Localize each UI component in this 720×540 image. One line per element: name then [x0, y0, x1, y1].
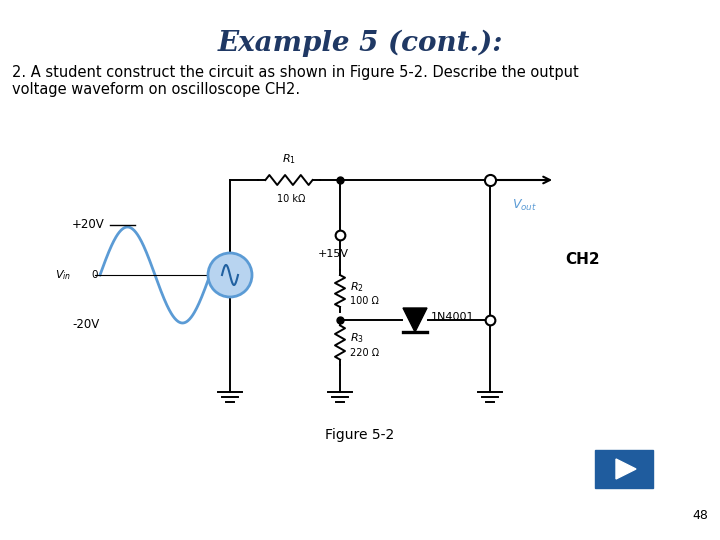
- Text: $V_{out}$: $V_{out}$: [513, 198, 538, 213]
- Text: 1N4001: 1N4001: [431, 312, 474, 322]
- Text: 100 Ω: 100 Ω: [350, 296, 379, 306]
- Polygon shape: [616, 459, 636, 479]
- Text: -20V: -20V: [72, 319, 99, 332]
- Polygon shape: [403, 308, 427, 332]
- Text: CH2: CH2: [565, 253, 600, 267]
- Text: $R_1$: $R_1$: [282, 152, 296, 166]
- Text: $R_2$: $R_2$: [350, 280, 364, 294]
- Text: $V_{in}$: $V_{in}$: [55, 268, 71, 282]
- Text: $R_3$: $R_3$: [350, 332, 364, 346]
- Text: Example 5 (cont.):: Example 5 (cont.):: [217, 30, 503, 57]
- Text: 0: 0: [91, 270, 98, 280]
- Circle shape: [208, 253, 252, 297]
- Text: +15V: +15V: [318, 249, 349, 259]
- Text: 10 kΩ: 10 kΩ: [276, 194, 305, 204]
- Text: +20V: +20V: [72, 219, 104, 232]
- Text: 220 Ω: 220 Ω: [350, 348, 379, 357]
- Text: voltage waveform on oscilloscope CH2.: voltage waveform on oscilloscope CH2.: [12, 82, 300, 97]
- FancyBboxPatch shape: [595, 450, 653, 488]
- Text: 2. A student construct the circuit as shown in Figure 5-2. Describe the output: 2. A student construct the circuit as sh…: [12, 65, 579, 80]
- Text: 48: 48: [692, 509, 708, 522]
- Text: Figure 5-2: Figure 5-2: [325, 428, 395, 442]
